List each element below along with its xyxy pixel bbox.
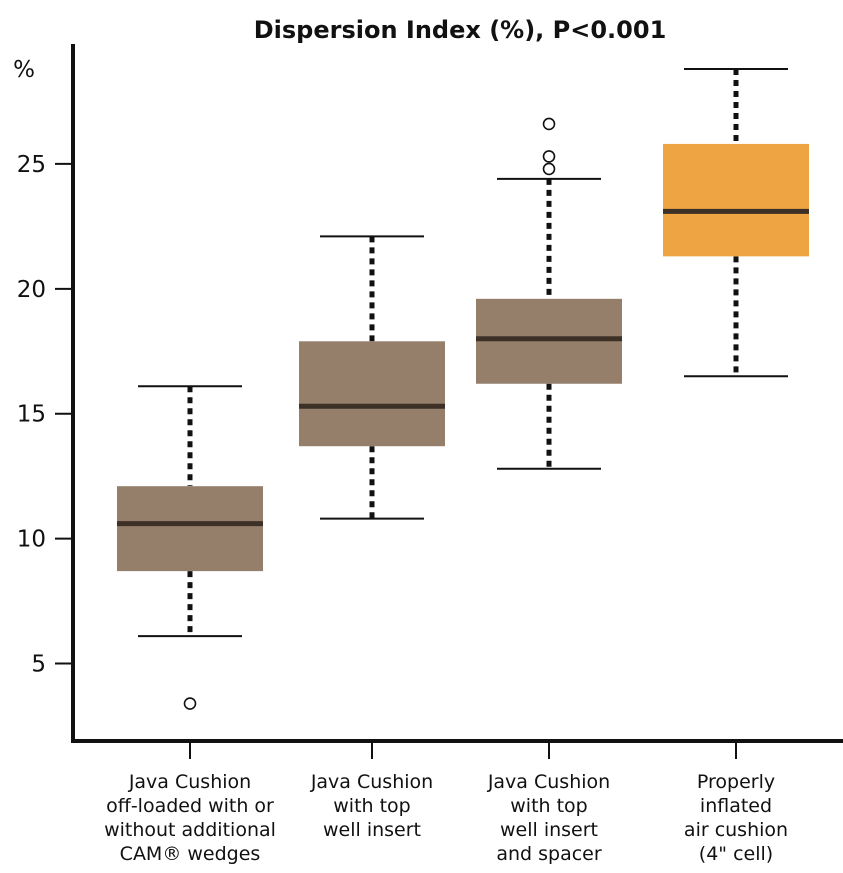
y-tick-label: 15 [17,402,46,428]
y-axis-ticks: 5 10 15 20 25 [17,152,73,678]
y-tick-label: 10 [17,527,46,553]
box-group [299,235,445,520]
chart-title: Dispersion Index (%), P<0.001 [254,16,667,44]
x-category-label-line: with top [333,795,410,817]
x-category-label-line: without additional [104,819,276,841]
y-tick-label: 5 [31,652,46,678]
x-category-label-line: Java Cushion [487,771,610,793]
x-category-label-line: (4" cell) [699,843,773,865]
x-category-label: Java Cushion with top well insert and space… [487,771,610,865]
x-axis-ticks: Java Cushion off-loaded with or without ad… [104,741,788,865]
x-category-label-line: and spacer [496,843,602,865]
box-iqr [299,341,445,447]
box-group [117,385,263,710]
x-category-label-line: CAM® wedges [120,843,261,865]
box-iqr [117,486,263,572]
x-category-label-line: with top [510,795,587,817]
box-iqr [663,143,809,257]
box-group [476,117,622,470]
y-axis-unit-label: % [13,57,35,83]
box-group [663,67,809,378]
x-category-label-line: Java Cushion [310,771,433,793]
outlier-point [183,697,197,710]
outlier-point [542,162,556,176]
x-category-label: Properly inflated air cushion (4" cell) [684,771,788,865]
box-series [117,67,809,710]
y-tick-label: 20 [17,277,46,303]
x-category-label-line: Java Cushion [128,771,251,793]
outlier-point [542,150,556,163]
x-category-label-line: off-loaded with or [106,795,274,817]
y-tick-label: 25 [17,152,46,178]
x-category-label-line: inflated [700,795,772,817]
outlier-point [542,117,556,131]
x-category-label-line: well insert [323,819,421,841]
x-category-label: Java Cushion off-loaded with or without ad… [104,771,276,865]
x-category-label-line: air cushion [684,819,788,841]
x-category-label: Java Cushion with top well insert [310,771,433,841]
x-category-label-line: Properly [697,771,775,793]
x-category-label-line: well insert [500,819,598,841]
